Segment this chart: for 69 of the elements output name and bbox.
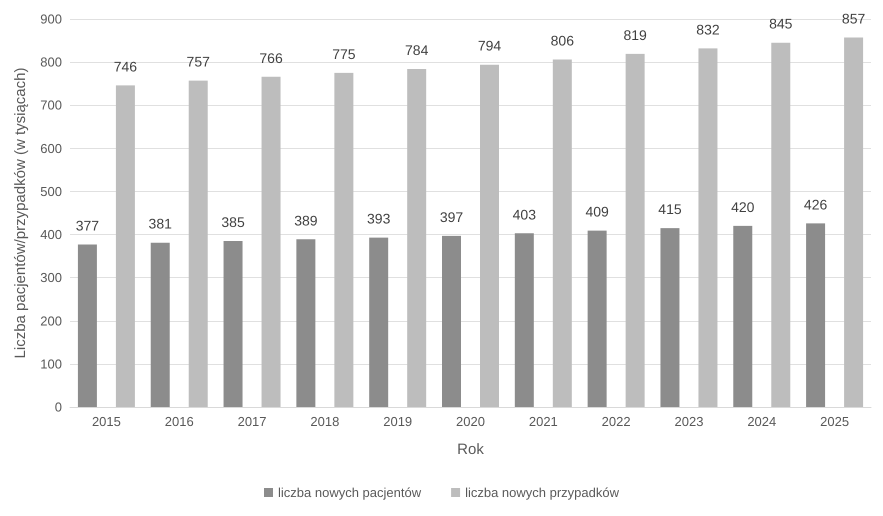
data-label: 397: [440, 208, 464, 225]
bar: [116, 85, 135, 407]
y-tick-label: 600: [40, 140, 62, 156]
x-tick-label: 2025: [820, 414, 850, 429]
bar: [514, 233, 534, 407]
data-label: 806: [550, 32, 574, 49]
data-label: 385: [221, 214, 245, 230]
data-label: 832: [696, 21, 720, 38]
x-tick-label: 2017: [238, 414, 267, 429]
x-tick-label: 2016: [164, 414, 194, 429]
bar: [262, 76, 281, 407]
x-tick-label: 2022: [602, 414, 631, 429]
y-tick-label: 800: [40, 54, 62, 70]
data-label: 393: [367, 210, 391, 227]
bar: [480, 64, 499, 407]
data-label: 794: [478, 38, 502, 54]
y-tick-label: 900: [40, 12, 62, 26]
x-tick-label: 2020: [456, 414, 485, 429]
bar: [78, 244, 97, 407]
data-label: 409: [585, 204, 610, 220]
x-tick-label: 2023: [674, 414, 704, 429]
data-label: 377: [76, 217, 100, 234]
y-tick-label: 100: [40, 356, 62, 372]
data-label: 403: [512, 206, 536, 222]
data-label: 766: [259, 50, 283, 66]
bar: [407, 69, 426, 407]
data-label: 819: [623, 26, 648, 43]
bar: [771, 42, 790, 407]
bar: [296, 239, 316, 407]
x-tick-label: 2015: [92, 414, 121, 429]
bar: [660, 228, 680, 407]
bar: [188, 80, 208, 407]
data-label: 426: [804, 196, 828, 212]
bar: [626, 54, 645, 407]
y-tick-label: 500: [40, 184, 62, 199]
data-label: 420: [731, 198, 755, 215]
bar: [150, 242, 170, 407]
bar: [588, 230, 607, 407]
bar: [552, 60, 572, 407]
bar: [334, 72, 354, 407]
y-tick-label: 0: [54, 400, 62, 414]
data-label: 845: [769, 16, 793, 32]
x-tick-label: 2018: [310, 414, 340, 429]
data-label: 784: [405, 42, 429, 58]
bar: [369, 238, 388, 407]
y-axis-title: Liczba pacjentów/przypadków (w tysiącach): [12, 68, 29, 358]
data-label: 415: [658, 201, 682, 218]
data-label: 757: [186, 54, 210, 70]
data-label: 389: [294, 212, 318, 228]
bar: [844, 38, 864, 407]
bar: [442, 236, 461, 407]
x-tick-label: 2021: [528, 414, 558, 429]
y-tick-label: 400: [40, 227, 62, 242]
x-axis-title: Rok: [457, 441, 484, 458]
y-tick-label: 700: [40, 98, 62, 113]
y-tick-label: 300: [40, 270, 62, 286]
y-tick-label: 200: [40, 313, 62, 328]
x-tick-label: 2024: [747, 414, 776, 429]
x-tick-label: 2019: [383, 414, 412, 429]
bar: [806, 223, 826, 407]
data-label: 857: [842, 10, 866, 27]
data-label: 381: [148, 216, 172, 232]
bar: [224, 241, 243, 407]
legend-label: liczba nowych przypadków: [465, 485, 620, 500]
bar: [733, 226, 752, 407]
legend-label: liczba nowych pacjentów: [278, 485, 422, 500]
bar: [698, 48, 718, 407]
data-label: 746: [114, 58, 138, 74]
data-label: 775: [332, 46, 356, 62]
